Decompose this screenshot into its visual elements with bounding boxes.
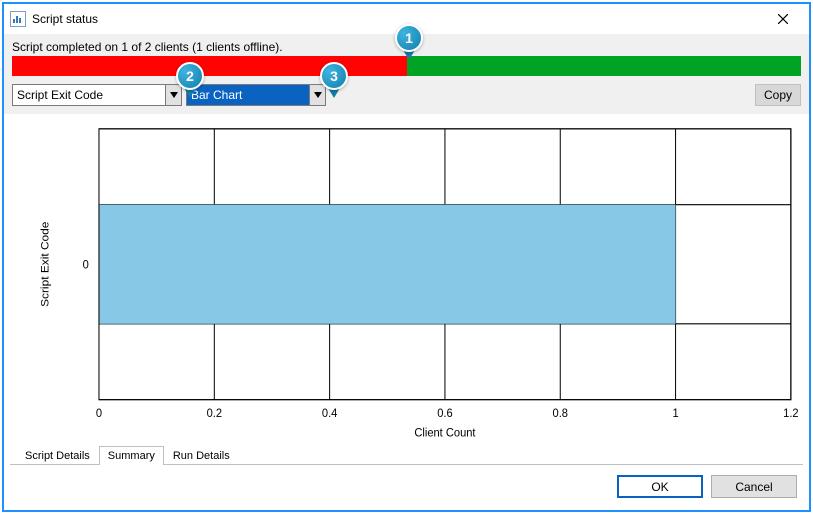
svg-text:0.4: 0.4 xyxy=(322,408,338,420)
chevron-down-icon xyxy=(314,92,322,98)
ok-button[interactable]: OK xyxy=(617,475,703,498)
window-title: Script status xyxy=(32,12,98,26)
close-button[interactable] xyxy=(763,5,803,33)
script-status-window: Script status Script completed on 1 of 2… xyxy=(2,2,811,512)
cancel-button[interactable]: Cancel xyxy=(711,475,797,498)
svg-text:0.8: 0.8 xyxy=(553,408,568,420)
svg-text:0: 0 xyxy=(96,408,102,420)
svg-text:1.2: 1.2 xyxy=(783,408,798,420)
titlebar: Script status xyxy=(4,4,809,34)
svg-text:0: 0 xyxy=(83,259,89,271)
status-area: Script completed on 1 of 2 clients (1 cl… xyxy=(4,34,809,76)
tab-summary[interactable]: Summary xyxy=(99,446,164,465)
tab-run-details[interactable]: Run Details xyxy=(164,446,239,465)
tab-script-details[interactable]: Script Details xyxy=(16,446,99,465)
svg-text:1: 1 xyxy=(672,408,678,420)
svg-text:Script Exit Code: Script Exit Code xyxy=(40,222,52,307)
copy-button[interactable]: Copy xyxy=(755,84,801,106)
progress-segment-failed xyxy=(12,56,407,76)
dialog-buttons: OK Cancel xyxy=(4,465,809,510)
controls-row: Script Exit Code Bar Chart Copy xyxy=(4,76,809,114)
chevron-down-icon xyxy=(170,92,178,98)
tabs-row: Script Details Summary Run Details xyxy=(10,443,803,465)
dropdown-metric[interactable]: Script Exit Code xyxy=(12,84,182,106)
close-icon xyxy=(778,14,788,24)
chart-area: 0 0.2 0.4 0.6 0.8 1 1.2 0 Client Count Script Exi… xyxy=(4,114,809,443)
bar-chart: 0 0.2 0.4 0.6 0.8 1 1.2 0 Client Count Script Exi… xyxy=(12,118,801,443)
dropdown-metric-label: Script Exit Code xyxy=(13,85,165,105)
dropdown-chart-type-arrow[interactable] xyxy=(309,85,325,105)
dropdown-chart-type[interactable]: Bar Chart xyxy=(186,84,326,106)
status-text: Script completed on 1 of 2 clients (1 cl… xyxy=(12,40,801,54)
svg-text:Client Count: Client Count xyxy=(414,427,476,439)
dropdown-metric-arrow[interactable] xyxy=(165,85,181,105)
app-icon xyxy=(10,11,26,27)
dropdown-chart-type-label: Bar Chart xyxy=(187,85,309,105)
svg-text:0.2: 0.2 xyxy=(207,408,222,420)
svg-text:0.6: 0.6 xyxy=(437,408,452,420)
progress-band xyxy=(12,56,801,76)
progress-segment-success xyxy=(407,56,802,76)
